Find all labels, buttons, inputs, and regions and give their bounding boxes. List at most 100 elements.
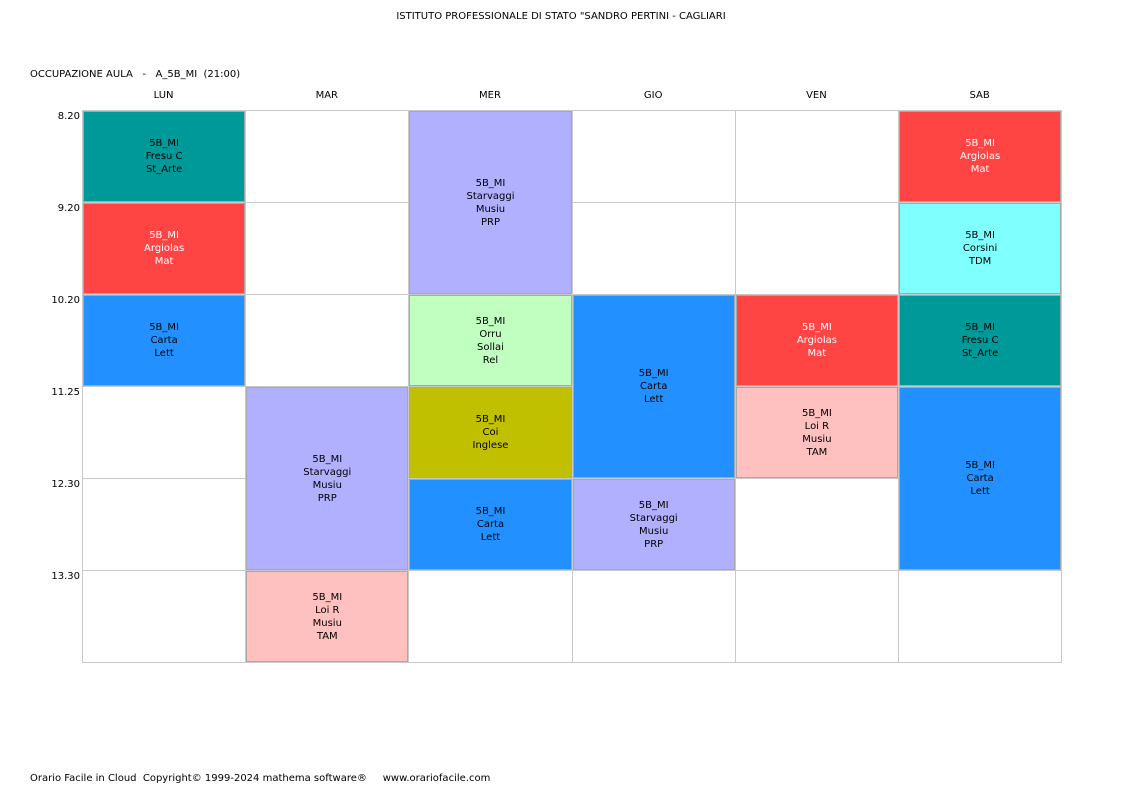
day-header-mar: MAR <box>315 90 338 101</box>
day-header-lun: LUN <box>153 90 174 101</box>
page-title: ISTITUTO PROFESSIONALE DI STATO "SANDRO … <box>396 11 726 22</box>
lesson-block[interactable]: 5B_MI Coi Inglese <box>409 387 572 478</box>
empty-slot[interactable] <box>734 202 899 295</box>
lesson-class: 5B_MI <box>638 499 669 511</box>
lesson-detail: PRP <box>317 492 337 504</box>
lesson-detail: Loi R <box>804 420 830 432</box>
lesson-block[interactable]: 5B_MI Fresu C St_Arte <box>83 111 246 202</box>
empty-slot[interactable] <box>408 570 573 663</box>
lesson-detail: Carta <box>476 519 505 530</box>
empty-slot[interactable] <box>245 294 410 387</box>
lesson-class: 5B_MI <box>965 460 995 471</box>
lesson-detail: TAM <box>316 630 338 642</box>
lesson-block[interactable]: 5B_MI Carta Lett <box>572 295 735 478</box>
day-header-sab: SAB <box>969 90 990 101</box>
lesson-detail: Carta <box>150 335 178 346</box>
lesson-detail: Starvaggi <box>629 512 678 524</box>
lesson-detail: Musiu <box>312 479 342 491</box>
lesson-detail: Fresu C <box>145 151 183 162</box>
time-label: 9.20 <box>57 203 80 214</box>
time-label: 11.25 <box>51 387 80 398</box>
lesson-block[interactable]: 5B_MI Starvaggi Musiu PRP <box>572 479 735 570</box>
lesson-class: 5B_MI <box>475 315 506 327</box>
lesson-block[interactable]: 5B_MI Argiolas Mat <box>83 203 246 294</box>
lesson-class: 5B_MI <box>149 138 179 149</box>
time-label: 10.20 <box>51 295 80 306</box>
lesson-detail: Musiu <box>312 617 342 629</box>
timetable-grid: 5B_MI Fresu C St_Arte 5B_MI Argiolas Mat 5B_MI… <box>82 110 1063 663</box>
lesson-detail: Carta <box>640 381 668 392</box>
lesson-detail: TDM <box>968 256 992 267</box>
lesson-detail: St_Arte <box>145 164 183 175</box>
empty-slot[interactable] <box>571 570 736 663</box>
lesson-class: 5B_MI <box>475 177 506 189</box>
lesson-class: 5B_MI <box>801 407 832 419</box>
lesson-detail: Argiolas <box>960 151 1001 162</box>
lesson-block[interactable]: 5B_MI Loi R Musiu TAM <box>246 571 409 662</box>
lesson-detail: Lett <box>643 394 664 405</box>
lesson-class: 5B_MI <box>965 322 995 333</box>
footer-copyright: Orario Facile in Cloud Copyright© 1999-2… <box>30 773 491 784</box>
lesson-class: 5B_MI <box>149 230 179 241</box>
lesson-detail: TAM <box>806 446 828 458</box>
lesson-detail: Mat <box>154 256 174 267</box>
lesson-class: 5B_MI <box>965 230 995 241</box>
empty-slot[interactable] <box>734 570 899 663</box>
lesson-detail: Fresu C <box>961 335 999 346</box>
empty-slot[interactable] <box>245 110 410 203</box>
lesson-detail: Argiolas <box>144 243 185 254</box>
lesson-class: 5B_MI <box>475 414 506 425</box>
lesson-detail: Loi R <box>315 604 340 616</box>
lesson-detail: Musiu <box>475 203 506 215</box>
lesson-class: 5B_MI <box>312 591 343 603</box>
empty-slot[interactable] <box>734 478 899 571</box>
lesson-detail: Corsini <box>962 243 998 254</box>
lesson-detail: Lett <box>970 486 990 497</box>
empty-slot[interactable] <box>82 478 247 571</box>
lesson-block[interactable]: 5B_MI Starvaggi Musiu PRP <box>409 111 572 294</box>
lesson-detail: Mat <box>970 164 990 175</box>
lesson-detail: Musiu <box>639 525 669 537</box>
lesson-block[interactable]: 5B_MI Corsini TDM <box>899 203 1062 294</box>
empty-slot[interactable] <box>82 570 247 663</box>
lesson-detail: Musiu <box>802 433 832 445</box>
lesson-block[interactable]: 5B_MI Argiolas Mat <box>735 295 898 386</box>
lesson-class: 5B_MI <box>475 506 506 517</box>
empty-slot[interactable] <box>571 110 736 203</box>
lesson-block[interactable]: 5B_MI Starvaggi Musiu PRP <box>246 387 409 570</box>
time-label: 12.30 <box>51 479 80 490</box>
lesson-detail: Inglese <box>472 440 509 451</box>
empty-slot[interactable] <box>571 202 736 295</box>
lesson-detail: Orru <box>479 328 502 340</box>
time-label: 8.20 <box>57 111 80 122</box>
lesson-detail: Lett <box>480 532 501 543</box>
lesson-class: 5B_MI <box>312 453 343 465</box>
lesson-detail: PRP <box>644 538 664 550</box>
empty-slot[interactable] <box>898 570 1063 663</box>
lesson-detail: Starvaggi <box>303 466 352 478</box>
lesson-class: 5B_MI <box>638 368 669 379</box>
lesson-block[interactable]: 5B_MI Argiolas Mat <box>899 111 1062 202</box>
empty-slot[interactable] <box>82 386 247 479</box>
empty-slot[interactable] <box>245 202 410 295</box>
lesson-block[interactable]: 5B_MI Fresu C St_Arte <box>899 295 1062 386</box>
room-occupancy-subtitle: OCCUPAZIONE AULA - A_5B_MI (21:00) <box>30 69 241 80</box>
lesson-block[interactable]: 5B_MI Loi R Musiu TAM <box>735 387 898 478</box>
lesson-block[interactable]: 5B_MI Orru Sollai Rel <box>409 295 572 386</box>
day-header-gio: GIO <box>643 90 663 101</box>
empty-slot[interactable] <box>734 110 899 203</box>
lesson-detail: Mat <box>807 348 827 359</box>
lesson-block[interactable]: 5B_MI Carta Lett <box>409 479 572 570</box>
lesson-block[interactable]: 5B_MI Carta Lett <box>899 387 1062 570</box>
lesson-detail: Sollai <box>477 341 504 353</box>
lesson-class: 5B_MI <box>965 138 995 149</box>
time-label: 13.30 <box>51 571 80 582</box>
lesson-detail: Argiolas <box>796 335 837 346</box>
lesson-block[interactable]: 5B_MI Carta Lett <box>83 295 246 386</box>
lesson-detail: PRP <box>480 216 500 228</box>
lesson-detail: Carta <box>966 473 994 484</box>
day-header-mer: MER <box>479 90 501 101</box>
day-header-ven: VEN <box>806 90 827 101</box>
lesson-class: 5B_MI <box>801 322 832 333</box>
lesson-detail: Starvaggi <box>466 190 515 202</box>
